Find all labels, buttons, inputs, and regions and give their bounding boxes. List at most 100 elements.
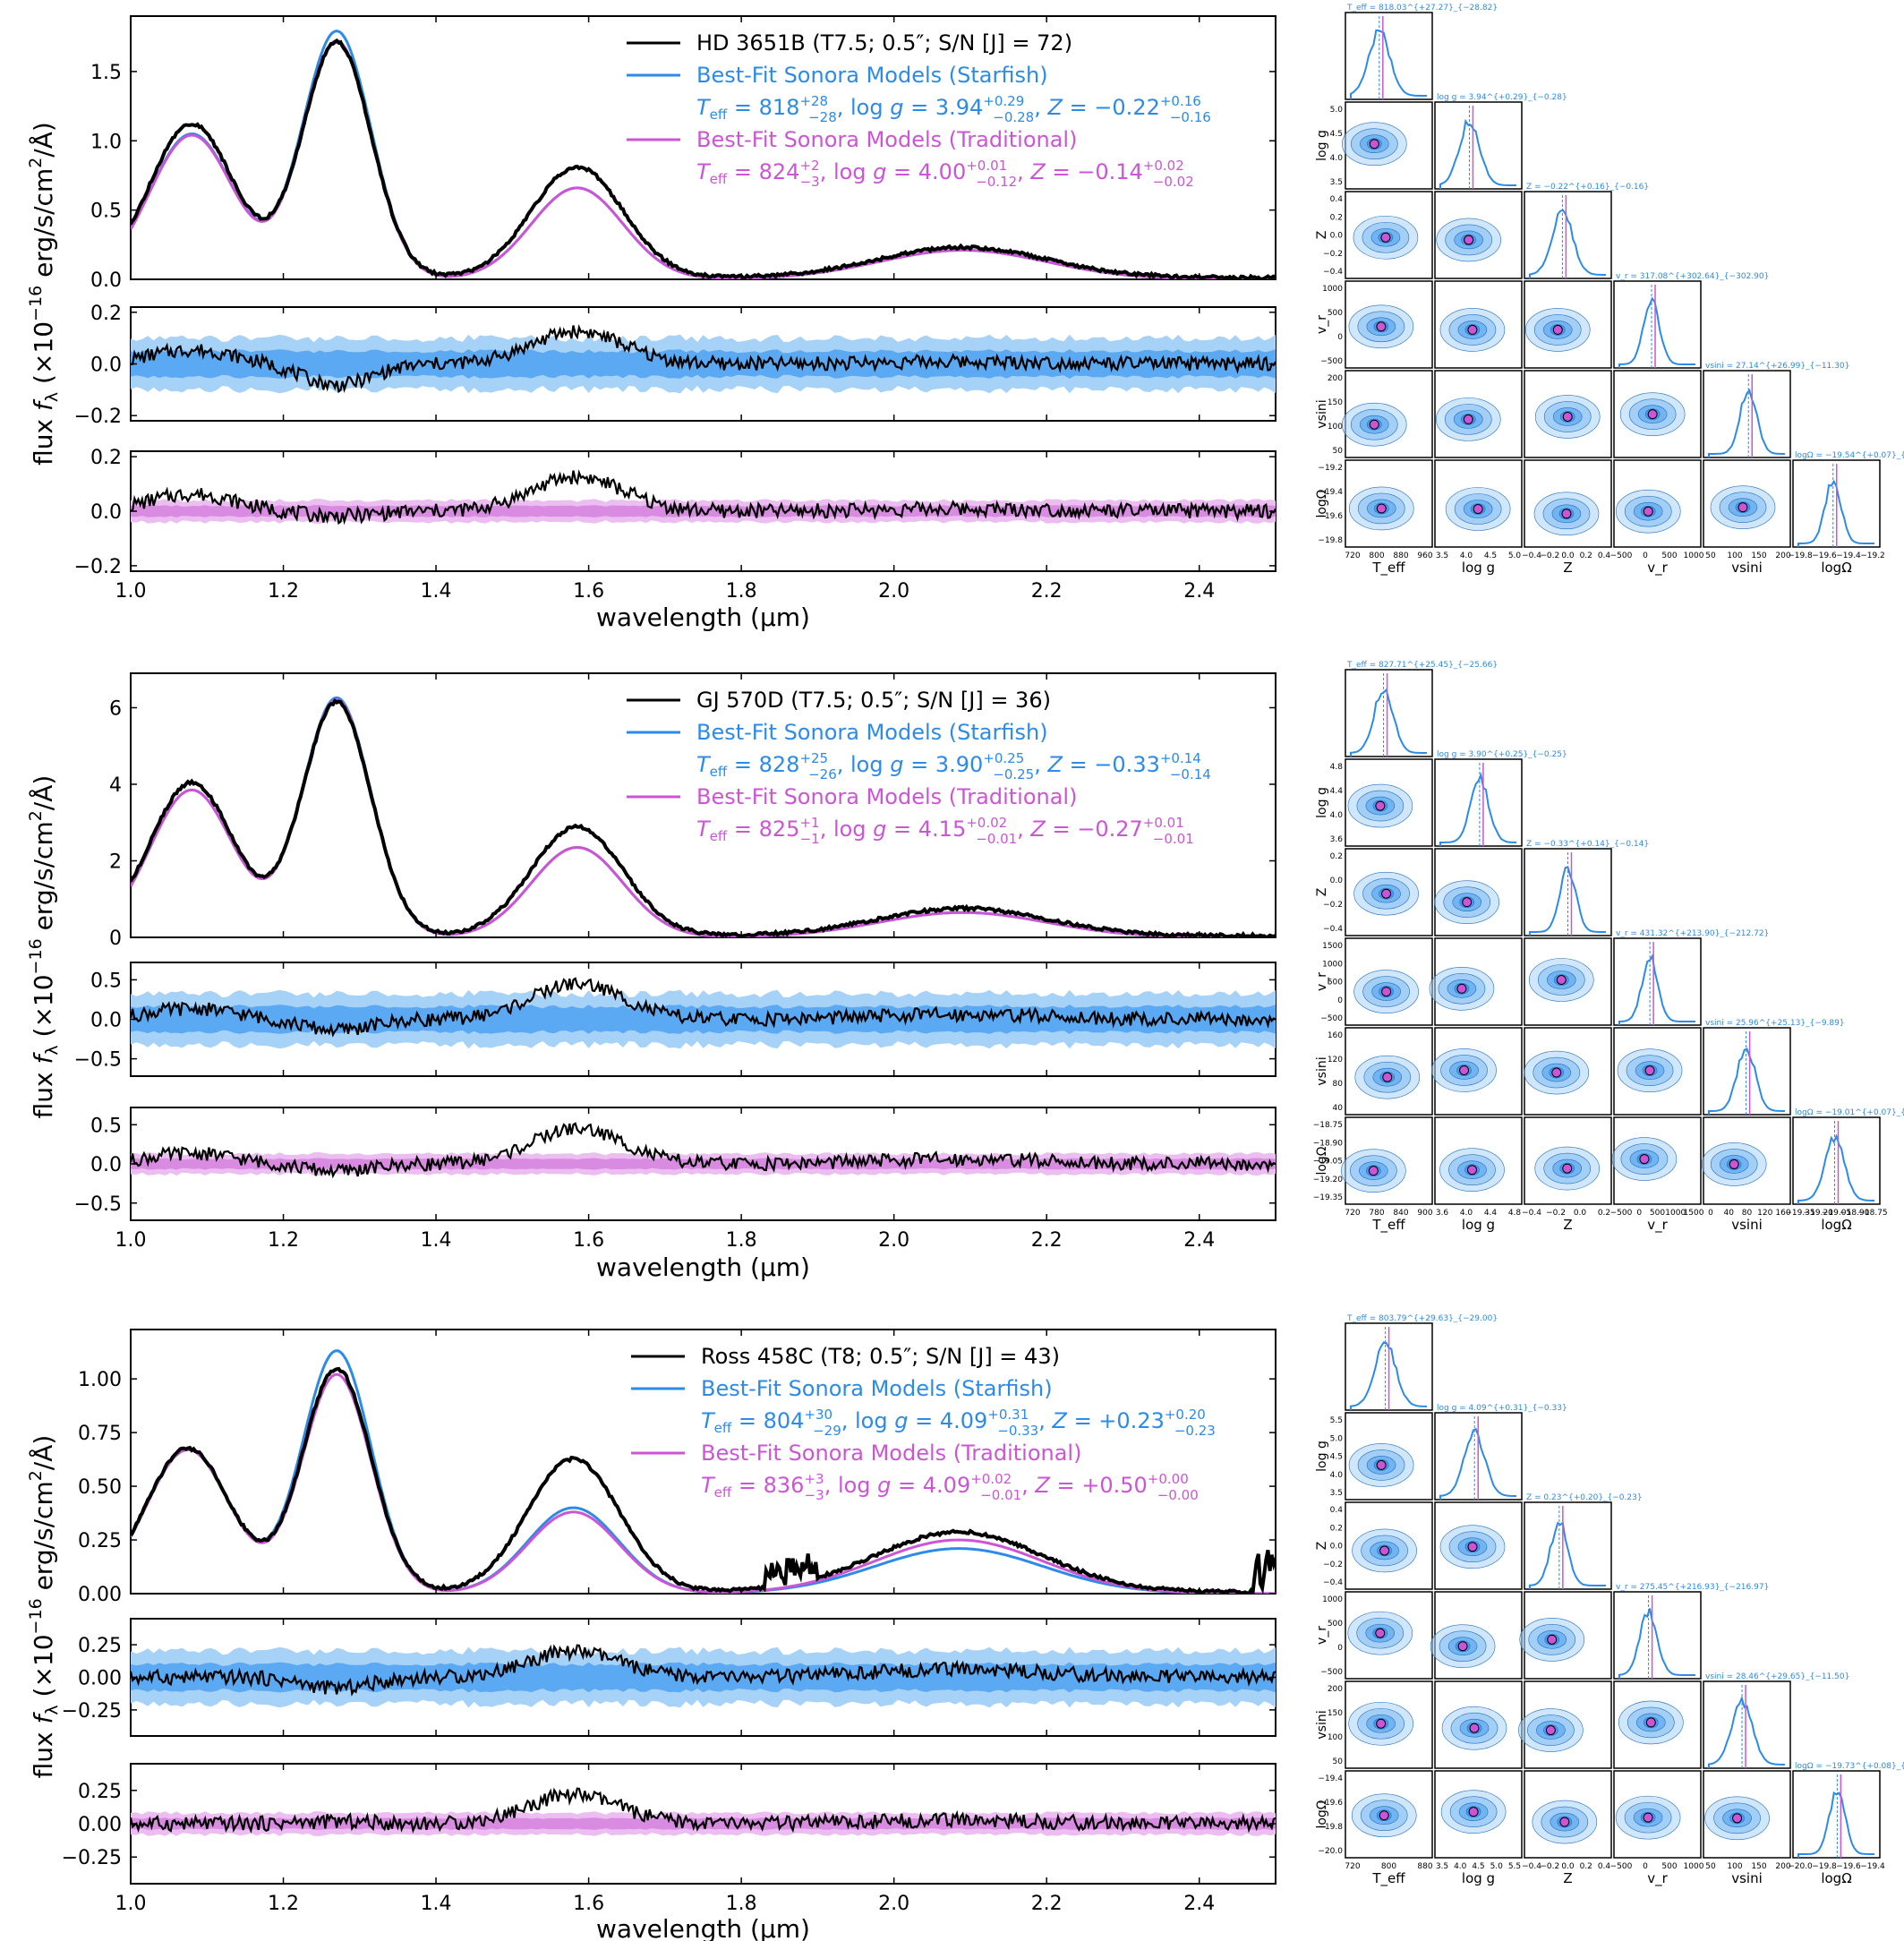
corner-best-point <box>1456 983 1467 994</box>
param-part: eff <box>714 1420 732 1436</box>
y-tick-label: 0.5 <box>90 970 122 992</box>
param-part: , <box>1017 817 1030 842</box>
corner-x-tick-label: 1000 <box>1684 1862 1704 1871</box>
param-part: +2 <box>799 158 819 174</box>
corner-x-tick-label: 720 <box>1345 1209 1360 1218</box>
corner-y-label: vsini <box>1315 399 1329 428</box>
param-part: T <box>696 159 712 184</box>
corner-x-tick-label: 120 <box>1757 1209 1772 1218</box>
y-axis-label-part: flux <box>29 1723 58 1778</box>
param-part: , log <box>837 752 890 777</box>
y-axis-label-part: λ <box>42 1045 62 1055</box>
corner-best-point <box>1469 1723 1480 1733</box>
corner-best-point <box>1457 1641 1468 1652</box>
corner-x-tick-label: 4.0 <box>1454 1862 1467 1871</box>
corner-x-tick-label: 1000 <box>1665 1209 1686 1218</box>
param-part: , log <box>841 1408 894 1433</box>
corner-x-tick-label: 150 <box>1751 552 1766 560</box>
corner-histogram <box>1529 866 1606 936</box>
corner-x-tick-label: 50 <box>1705 552 1716 560</box>
param-part: , <box>1017 159 1030 184</box>
param-part: +0.31 <box>987 1407 1029 1423</box>
y-axis-label-part: (×10 <box>29 974 58 1045</box>
corner-y-tick-label: 150 <box>1328 1709 1343 1718</box>
corner-y-label: logΩ <box>1315 1146 1329 1175</box>
y-tick-label: 0.5 <box>90 1115 122 1137</box>
corner-best-point <box>1552 324 1563 335</box>
corner-y-label: vsini <box>1315 1710 1329 1739</box>
corner-y-tick-label: −500 <box>1320 1668 1343 1677</box>
corner-y-tick-label: 80 <box>1333 1080 1344 1089</box>
corner-y-tick-label: 4.5 <box>1330 130 1343 139</box>
corner-x-tick-label: 0.2 <box>1580 1862 1592 1871</box>
corner-x-tick-label: −19.35 <box>1785 1209 1814 1218</box>
corner-y-tick-label: 0 <box>1337 1644 1343 1653</box>
param-part: = 828 <box>727 752 799 777</box>
corner-best-point <box>1561 509 1572 519</box>
y-tick-label: 0.0 <box>90 269 122 292</box>
spectrum-panel <box>130 15 1276 280</box>
corner-histogram <box>1708 1047 1785 1115</box>
corner-title: v_r = 431.32^{+213.90}_{−212.72} <box>1616 929 1769 938</box>
corner-x-tick-label: −19.8 <box>1812 1862 1837 1871</box>
corner-x-label: v_r <box>1647 1217 1668 1234</box>
corner-x-label: T_eff <box>1371 560 1405 577</box>
y-tick-label: 0 <box>109 928 122 950</box>
x-tick-label: 2.4 <box>1183 1229 1215 1252</box>
corner-title: T_eff = 827.71^{+25.45}_{−25.66} <box>1346 661 1498 670</box>
param-part: +0.02 <box>966 815 1007 831</box>
corner-x-tick-label: 0 <box>1643 1862 1648 1871</box>
corner-y-tick-label: 500 <box>1328 309 1343 318</box>
corner-y-tick-label: −20.0 <box>1318 1847 1343 1856</box>
y-tick-label: 0.0 <box>90 355 122 377</box>
corner-cell <box>1792 1116 1881 1205</box>
residual-line <box>129 977 1276 1038</box>
corner-x-tick-label: 200 <box>1775 1862 1790 1871</box>
param-part: +0.25 <box>983 750 1024 766</box>
corner-y-tick-label: 3.5 <box>1330 178 1343 187</box>
corner-y-tick-label: −0.4 <box>1323 925 1343 934</box>
corner-y-tick-label: 4.0 <box>1330 154 1344 163</box>
x-tick-label: 2.4 <box>1183 580 1215 603</box>
corner-cell <box>1345 669 1433 757</box>
corner-y-label: log g <box>1315 787 1329 818</box>
corner-best-point <box>1551 1067 1562 1078</box>
corner-y-tick-label: 1000 <box>1322 285 1343 294</box>
corner-y-tick-label: −0.2 <box>1323 1560 1343 1569</box>
y-axis-label-part: erg/s/cm <box>29 168 58 286</box>
corner-best-point <box>1738 502 1748 513</box>
param-part: eff <box>710 107 728 123</box>
y-axis-label-part: erg/s/cm <box>29 821 58 938</box>
corner-best-point <box>1732 1813 1743 1824</box>
corner-y-tick-label: 0.4 <box>1330 195 1344 204</box>
corner-y-tick-label: 150 <box>1328 398 1343 407</box>
corner-y-tick-label: −19.4 <box>1318 1774 1343 1783</box>
corner-histogram <box>1439 1427 1516 1500</box>
corner-x-tick-label: 0.4 <box>1598 1862 1611 1871</box>
corner-best-point <box>1639 1154 1650 1165</box>
corner-y-tick-label: 0 <box>1337 333 1343 342</box>
corner-x-tick-label: −0.4 <box>1522 552 1541 560</box>
corner-x-tick-label: 500 <box>1661 1862 1677 1871</box>
corner-x-tick-label: 880 <box>1417 1862 1432 1871</box>
corner-x-tick-label: 800 <box>1381 1862 1396 1871</box>
corner-y-tick-label: 4.4 <box>1330 787 1344 796</box>
corner-x-tick-label: −0.4 <box>1522 1862 1541 1871</box>
param-part: −0.01 <box>1153 831 1194 847</box>
data-spectrum-line <box>131 38 1276 279</box>
corner-best-point <box>1545 1725 1556 1736</box>
corner-title: T_eff = 803.79^{+29.63}_{−29.00} <box>1346 1314 1498 1323</box>
corner-x-tick-label: 4.5 <box>1484 552 1497 560</box>
corner-x-label: vsini <box>1731 1217 1763 1233</box>
corner-title: log g = 3.90^{+0.25}_{−0.25} <box>1437 750 1567 759</box>
y-tick-label: 0.2 <box>90 303 122 325</box>
corner-best-point <box>1380 232 1391 243</box>
corner-y-tick-label: 500 <box>1328 1620 1343 1629</box>
y-axis-label-part: 2 <box>26 1470 46 1481</box>
corner-y-tick-label: 5.0 <box>1330 106 1344 115</box>
param-part: −0.16 <box>1170 109 1211 125</box>
param-part: Z <box>1051 1408 1067 1433</box>
legend-label: Best-Fit Sonora Models (Traditional) <box>701 1441 1081 1466</box>
legend-params: Teff = 825+1 −1, log g = 4.15+0.02 −0.01, … <box>696 815 1194 847</box>
corner-x-tick-label: −500 <box>1610 1862 1633 1871</box>
